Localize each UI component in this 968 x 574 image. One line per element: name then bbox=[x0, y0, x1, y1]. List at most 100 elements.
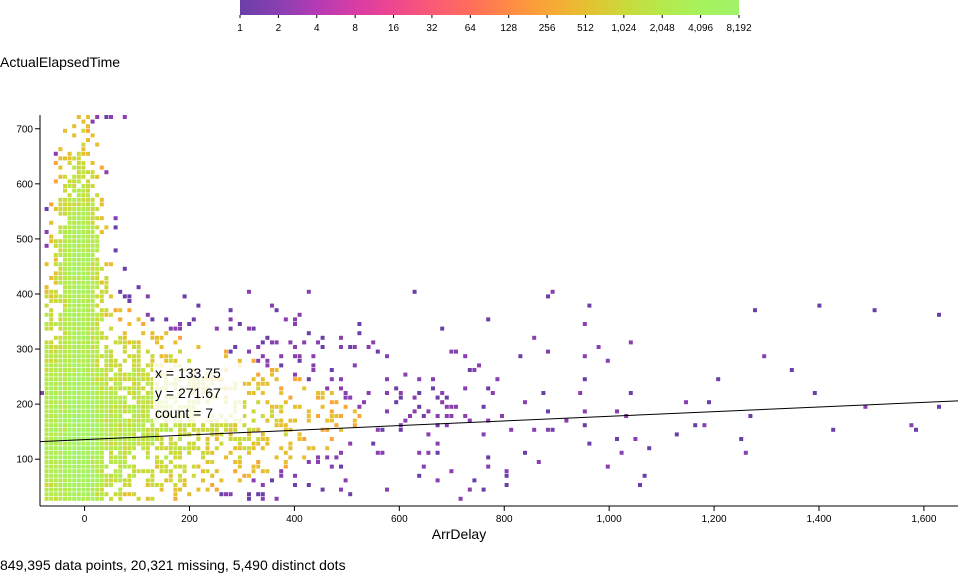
heatmap-cell bbox=[86, 253, 90, 257]
heatmap-cell bbox=[53, 423, 58, 428]
heatmap-cell bbox=[49, 386, 54, 391]
heatmap-cell bbox=[86, 138, 90, 142]
heatmap-cell bbox=[90, 381, 95, 386]
heatmap-cell bbox=[95, 441, 100, 446]
heatmap-cell bbox=[67, 326, 72, 331]
heatmap-cell bbox=[122, 432, 127, 437]
heatmap-cell bbox=[63, 317, 67, 322]
heatmap-cell bbox=[58, 156, 63, 161]
heatmap-cell bbox=[109, 423, 113, 428]
heatmap-cell bbox=[178, 455, 182, 460]
heatmap-cell bbox=[90, 294, 95, 299]
heatmap-cell bbox=[122, 340, 127, 345]
heatmap-cell bbox=[67, 271, 72, 276]
heatmap-cell bbox=[265, 363, 270, 368]
heatmap-cell bbox=[118, 335, 123, 340]
heatmap-cell bbox=[44, 492, 49, 497]
heatmap-cell bbox=[49, 345, 54, 349]
heatmap-cell bbox=[95, 450, 100, 455]
heatmap-cell bbox=[145, 312, 150, 317]
heatmap-cell bbox=[63, 202, 67, 207]
heatmap-cell bbox=[58, 271, 63, 276]
heatmap-cell bbox=[86, 312, 90, 317]
heatmap-cell bbox=[81, 345, 86, 349]
heatmap-cell bbox=[63, 418, 67, 423]
heatmap-cell bbox=[67, 289, 72, 294]
heatmap-cell bbox=[95, 257, 100, 262]
heatmap-cell bbox=[63, 207, 67, 211]
heatmap-cell bbox=[99, 377, 104, 382]
heatmap-cell bbox=[58, 207, 63, 211]
heatmap-cell bbox=[104, 276, 109, 280]
heatmap-cell bbox=[76, 271, 81, 276]
heatmap-cell bbox=[63, 427, 67, 432]
heatmap-cell bbox=[58, 400, 63, 405]
heatmap-cell bbox=[49, 437, 54, 441]
heatmap-cell bbox=[81, 220, 86, 225]
heatmap-cell bbox=[58, 423, 63, 428]
heatmap-cell bbox=[63, 197, 67, 202]
heatmap-cell bbox=[86, 285, 90, 290]
heatmap-cell bbox=[454, 349, 458, 354]
heatmap-cell bbox=[44, 372, 49, 377]
heatmap-cell bbox=[109, 446, 113, 451]
heatmap-cell bbox=[122, 331, 127, 336]
heatmap-cell bbox=[228, 326, 233, 331]
heatmap-cell bbox=[247, 437, 251, 441]
heatmap-cell bbox=[67, 225, 72, 230]
heatmap-cell bbox=[251, 446, 256, 451]
heatmap-cell bbox=[63, 414, 67, 418]
heatmap-cell bbox=[76, 216, 81, 221]
heatmap-cell bbox=[164, 354, 169, 359]
heatmap-cell bbox=[155, 446, 159, 451]
heatmap-cell bbox=[270, 414, 274, 418]
heatmap-cell bbox=[104, 280, 109, 285]
heatmap-cell bbox=[53, 409, 58, 414]
heatmap-cell bbox=[104, 170, 109, 175]
heatmap-cell bbox=[113, 478, 118, 483]
heatmap-cell bbox=[136, 409, 141, 414]
heatmap-cell bbox=[118, 487, 123, 492]
heatmap-cell bbox=[150, 363, 155, 368]
heatmap-cell bbox=[99, 289, 104, 294]
heatmap-cell bbox=[76, 276, 81, 280]
heatmap-cell bbox=[86, 303, 90, 308]
heatmap-cell bbox=[81, 326, 86, 331]
heatmap-cell bbox=[283, 427, 288, 432]
heatmap-cell bbox=[63, 299, 67, 303]
heatmap-cell bbox=[76, 432, 81, 437]
heatmap-cell bbox=[81, 294, 86, 299]
heatmap-cell bbox=[86, 345, 90, 349]
heatmap-cell bbox=[256, 464, 261, 469]
heatmap-cell bbox=[113, 409, 118, 414]
heatmap-cell bbox=[58, 253, 63, 257]
legend-tick-label: 2 bbox=[276, 23, 282, 34]
heatmap-cell bbox=[274, 404, 279, 409]
x-axis-title: ArrDelay bbox=[432, 526, 486, 542]
heatmap-cell bbox=[86, 446, 90, 451]
heatmap-cell bbox=[49, 441, 54, 446]
heatmap-cell bbox=[242, 473, 247, 478]
heatmap-cell bbox=[256, 427, 261, 432]
heatmap-cell bbox=[132, 368, 136, 372]
heatmap-cell bbox=[435, 423, 440, 428]
heatmap-cell bbox=[127, 386, 132, 391]
heatmap-cell bbox=[95, 174, 100, 179]
heatmap-cell bbox=[214, 437, 219, 441]
heatmap-cell bbox=[95, 460, 100, 464]
heatmap-cell bbox=[136, 423, 141, 428]
heatmap-cell bbox=[76, 193, 81, 198]
heatmap-cell bbox=[224, 427, 228, 432]
heatmap-cell bbox=[279, 446, 284, 451]
heatmap-cell bbox=[270, 404, 274, 409]
heatmap-cell bbox=[76, 174, 81, 179]
y-tick-label: 200 bbox=[16, 400, 33, 411]
heatmap-cell bbox=[155, 464, 159, 469]
heatmap-cell bbox=[90, 345, 95, 349]
heatmap-cell bbox=[76, 464, 81, 469]
heatmap-cell bbox=[58, 299, 63, 303]
heatmap-cell bbox=[95, 115, 100, 119]
heatmap-cell bbox=[104, 335, 109, 340]
heatmap-cell bbox=[233, 469, 238, 474]
